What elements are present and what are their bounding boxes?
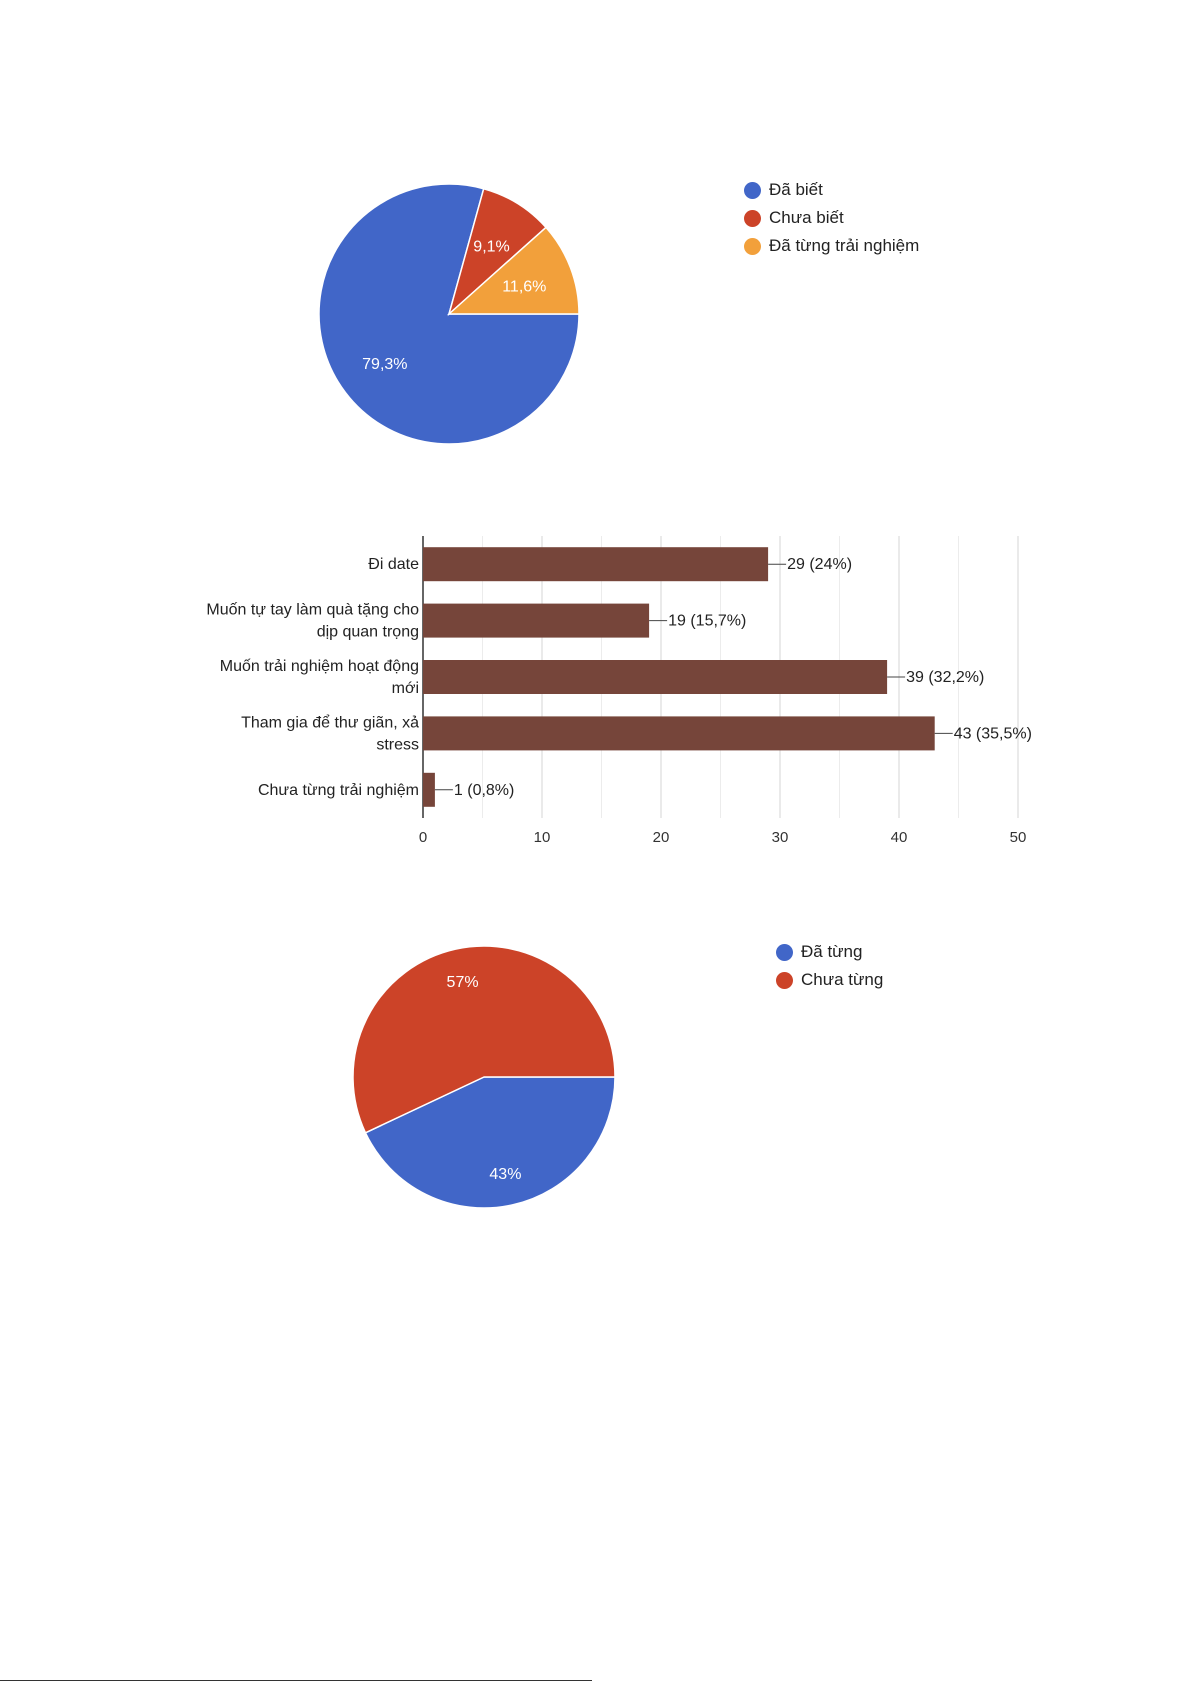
data-label: 43 (35,5%) — [954, 725, 1032, 742]
category-label: Đi date — [368, 556, 419, 573]
legend-label: Chưa từng — [801, 970, 884, 989]
bar — [423, 772, 435, 807]
bar — [423, 603, 650, 638]
footer-rule — [0, 1680, 592, 1681]
pie-slice-label: 57% — [447, 974, 479, 991]
legend-label: Đã biết — [769, 180, 823, 199]
legend-label: Đã từng trải nghiệm — [769, 236, 920, 255]
pie-slice-label: 79,3% — [362, 356, 407, 373]
legend-swatch — [776, 971, 793, 989]
category-label: Tham gia để thư giãn, xả stress — [241, 713, 419, 753]
bar — [423, 547, 769, 582]
x-tick-label: 40 — [891, 829, 908, 846]
legend-swatch — [776, 943, 793, 961]
legend-item: Đã từng trải nghiệm — [744, 232, 919, 260]
pie-slice-label: 11,6% — [502, 278, 546, 295]
data-label: 39 (32,2%) — [906, 669, 984, 686]
x-tick-label: 10 — [534, 829, 551, 846]
category-label: Muốn trải nghiệm hoạt động mới — [220, 658, 419, 697]
category-label: Chưa từng trải nghiệm — [258, 782, 419, 799]
legend-label: Chưa biết — [769, 208, 844, 227]
category-label: Muốn tự tay làm quà tặng cho dịp quan trọ… — [206, 602, 419, 641]
bar-chart-reasons: 0 10 20 30 40 50 29 (24%) Đi date 19 (15,7%) Muốn… — [206, 536, 1032, 846]
legend-label: Đã từng — [801, 942, 863, 961]
bar — [423, 716, 935, 751]
data-label: 29 (24%) — [787, 556, 852, 573]
pie-slice — [447, 226, 580, 315]
pie-chart-experience: 43% 57% — [352, 945, 616, 1209]
legend-item: Chưa từng — [776, 966, 883, 994]
pie-awareness-legend: Đã biết Chưa biết Đã từng trải nghiệm — [744, 176, 919, 260]
pie-slice — [352, 945, 616, 1134]
pie-experience-legend: Đã từng Chưa từng — [776, 938, 883, 994]
legend-swatch — [744, 237, 761, 255]
pie-slice — [364, 1076, 616, 1209]
data-label: 1 (0,8%) — [454, 782, 514, 799]
x-tick-label: 0 — [419, 829, 427, 846]
legend-item: Đã từng — [776, 938, 883, 966]
legend-item: Đã biết — [744, 176, 919, 204]
x-tick-label: 50 — [1010, 829, 1027, 846]
legend-swatch — [744, 181, 761, 199]
legend-item: Chưa biết — [744, 204, 919, 232]
x-tick-label: 30 — [772, 829, 789, 846]
pie-slice-label: 43% — [489, 1166, 521, 1183]
legend-swatch — [744, 209, 761, 227]
pie-chart-awareness: 79,3% 9,1% 11,6% — [318, 183, 580, 445]
data-label: 19 (15,7%) — [668, 613, 746, 630]
x-tick-label: 20 — [653, 829, 670, 846]
bar — [423, 660, 888, 694]
pie-slice-label: 9,1% — [473, 239, 509, 256]
